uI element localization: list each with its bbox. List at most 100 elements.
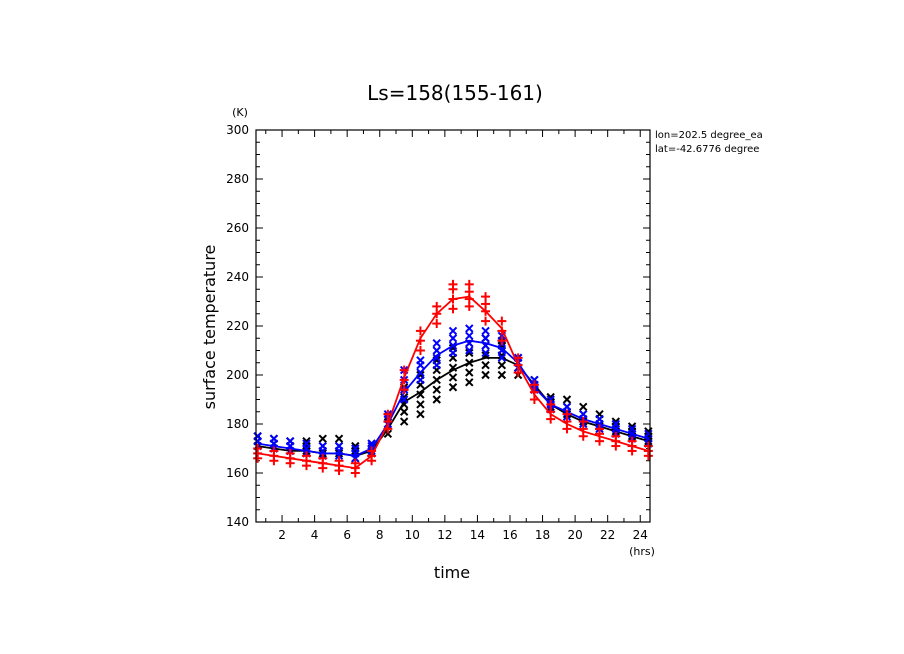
x-tick-label: 20 bbox=[567, 528, 582, 542]
y-tick-label: 180 bbox=[226, 417, 249, 431]
y-tick-label: 200 bbox=[226, 368, 249, 382]
data-point bbox=[285, 448, 295, 458]
data-point bbox=[399, 417, 409, 426]
data-point bbox=[416, 409, 425, 419]
data-point bbox=[416, 375, 425, 385]
data-point bbox=[644, 429, 653, 439]
data-point bbox=[497, 316, 507, 326]
data-point bbox=[481, 360, 490, 370]
data-point bbox=[448, 326, 458, 336]
data-point bbox=[579, 409, 588, 419]
data-point bbox=[448, 334, 458, 343]
data-point bbox=[416, 390, 425, 399]
data-point bbox=[318, 453, 328, 463]
data-point bbox=[465, 324, 474, 333]
data-point bbox=[253, 432, 262, 441]
y-tick-label: 160 bbox=[226, 466, 249, 480]
data-point bbox=[481, 370, 490, 380]
x-tick-label: 2 bbox=[278, 528, 286, 542]
data-point bbox=[285, 436, 295, 446]
data-point bbox=[595, 424, 605, 434]
data-point bbox=[481, 326, 490, 336]
data-point bbox=[351, 444, 360, 453]
data-point bbox=[546, 392, 555, 402]
data-point bbox=[253, 444, 263, 453]
data-point bbox=[448, 279, 458, 289]
annotation-lon: lon=202.5 degree_ea bbox=[655, 130, 763, 141]
data-point bbox=[334, 434, 344, 443]
data-point bbox=[415, 326, 425, 336]
data-point bbox=[432, 319, 442, 329]
x-tick-label: 10 bbox=[405, 528, 420, 542]
chart-title: Ls=158(155-161) bbox=[367, 81, 543, 105]
data-point bbox=[611, 431, 621, 441]
data-point bbox=[465, 368, 474, 377]
data-point bbox=[497, 360, 507, 370]
data-point bbox=[465, 346, 474, 355]
data-point bbox=[302, 436, 311, 446]
data-point bbox=[546, 399, 556, 409]
x-tick-label: 16 bbox=[502, 528, 517, 542]
data-point bbox=[432, 338, 441, 348]
x-tick-label: 6 bbox=[343, 528, 351, 542]
data-point bbox=[481, 348, 490, 358]
data-point bbox=[464, 279, 474, 289]
data-point bbox=[611, 417, 621, 426]
data-point bbox=[627, 422, 637, 431]
data-point bbox=[416, 356, 425, 365]
x-tick-label: 24 bbox=[633, 528, 648, 542]
annotation-lat: lat=-42.6776 degree bbox=[655, 144, 759, 155]
data-point bbox=[399, 385, 409, 395]
data-point bbox=[416, 400, 425, 409]
series-2 bbox=[253, 279, 653, 478]
y-tick-label: 140 bbox=[226, 515, 249, 529]
y-tick-label: 260 bbox=[226, 221, 249, 235]
data-point bbox=[318, 441, 327, 451]
data-point bbox=[334, 441, 344, 451]
x-unit-label: (hrs) bbox=[629, 545, 655, 558]
data-point bbox=[643, 441, 653, 451]
data-point bbox=[481, 292, 491, 302]
x-tick-label: 14 bbox=[470, 528, 485, 542]
data-point bbox=[448, 383, 458, 392]
axis-ticks bbox=[256, 129, 650, 523]
data-point bbox=[611, 419, 621, 429]
data-point bbox=[350, 458, 360, 468]
y-tick-label: 220 bbox=[226, 319, 249, 333]
series-line bbox=[257, 295, 649, 470]
data-point bbox=[497, 370, 507, 380]
x-axis-label: time bbox=[434, 563, 470, 582]
data-point bbox=[562, 402, 572, 412]
plot-frame bbox=[255, 129, 651, 523]
x-tick-label: 18 bbox=[535, 528, 550, 542]
data-point bbox=[529, 380, 539, 390]
y-unit-label: (K) bbox=[232, 106, 248, 119]
data-point bbox=[497, 353, 507, 363]
y-axis-label: surface temperature bbox=[200, 245, 219, 410]
y-tick-label: 280 bbox=[226, 172, 249, 186]
data-point bbox=[432, 301, 442, 311]
data-point bbox=[481, 316, 491, 326]
data-point bbox=[432, 360, 441, 370]
data-point bbox=[562, 395, 572, 404]
data-point bbox=[579, 402, 588, 412]
data-point bbox=[448, 304, 458, 314]
x-tick-label: 8 bbox=[376, 528, 384, 542]
data-point bbox=[399, 392, 409, 402]
data-point bbox=[595, 414, 604, 424]
data-point bbox=[334, 456, 344, 466]
data-point bbox=[578, 417, 588, 427]
data-point bbox=[415, 346, 425, 355]
y-tick-label: 300 bbox=[226, 123, 249, 137]
data-point bbox=[302, 439, 311, 448]
data-point bbox=[269, 446, 279, 456]
data-point bbox=[627, 436, 637, 446]
data-point bbox=[269, 434, 279, 443]
data-point bbox=[465, 331, 474, 341]
data-point bbox=[301, 451, 311, 461]
data-point bbox=[432, 353, 441, 363]
data-point bbox=[627, 424, 637, 434]
x-tick-label: 12 bbox=[437, 528, 452, 542]
data-point bbox=[399, 407, 409, 416]
